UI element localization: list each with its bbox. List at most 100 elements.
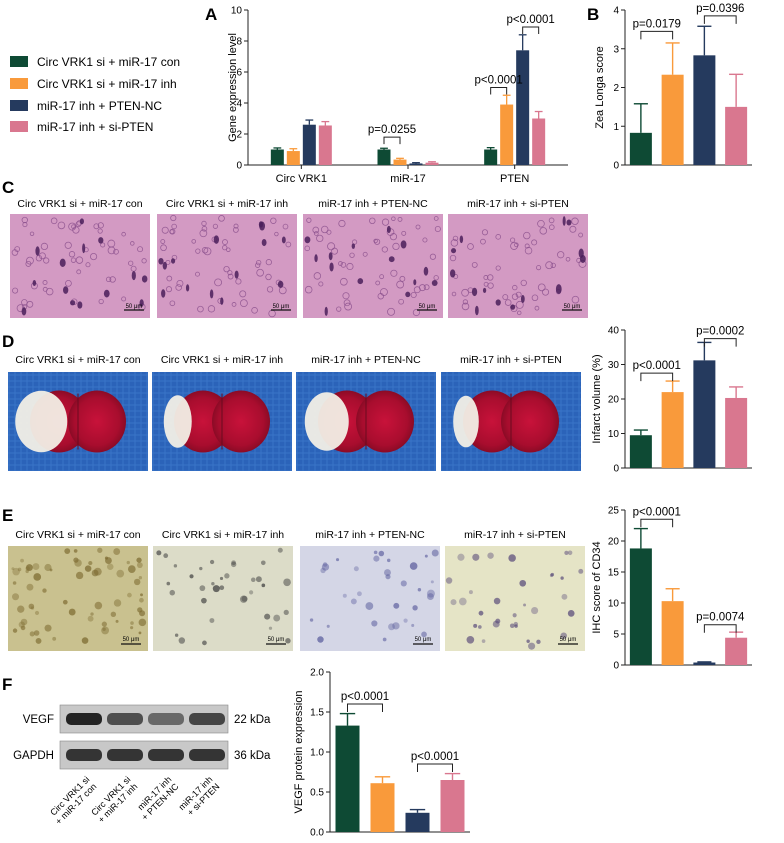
cell-nucleus xyxy=(97,222,104,229)
dark-cell xyxy=(324,306,328,316)
cell-nucleus xyxy=(25,260,32,267)
cell-nucleus xyxy=(212,223,218,229)
cell-nucleus xyxy=(161,226,169,234)
scale-bar-label: 50 μm xyxy=(564,304,581,310)
stained-cell xyxy=(12,593,20,601)
cell-nucleus xyxy=(222,245,228,251)
p-value-label: p<0.0001 xyxy=(411,751,459,763)
cell-nucleus xyxy=(26,256,34,265)
image-caption: Circ VRK1 si + miR-17 con xyxy=(15,529,140,541)
stained-cell xyxy=(62,599,68,605)
cell-nucleus xyxy=(169,300,176,307)
stained-cell xyxy=(209,559,215,565)
stained-cell xyxy=(309,618,314,622)
dark-cell xyxy=(413,279,417,286)
stained-cell xyxy=(373,555,380,562)
stained-cell xyxy=(94,601,103,610)
stained-cell xyxy=(388,623,395,631)
significance-bracket xyxy=(703,624,737,633)
cell-nucleus xyxy=(422,237,428,243)
cell-nucleus xyxy=(195,271,200,277)
x-tick-label: miR-17 xyxy=(390,173,425,185)
stained-cell xyxy=(202,640,207,646)
cell-nucleus xyxy=(274,231,279,237)
y-tick-label: 10 xyxy=(231,6,243,17)
cell-nucleus xyxy=(214,278,223,287)
lane-label: Circ VRK1 si+ miR-17 con xyxy=(46,774,98,826)
bar xyxy=(725,106,748,165)
cell-nucleus xyxy=(203,247,212,256)
stained-cell xyxy=(224,573,230,579)
y-axis-label: Gene expression level xyxy=(227,33,239,142)
stained-cell xyxy=(450,599,457,606)
stained-cell xyxy=(49,568,53,572)
stained-cell xyxy=(393,602,400,609)
significance-bracket xyxy=(522,26,540,35)
stained-cell xyxy=(139,597,144,603)
brain-hemisphere-right xyxy=(212,390,270,453)
stained-cell xyxy=(126,560,130,565)
stained-cell xyxy=(42,588,47,593)
cell-nucleus xyxy=(509,237,516,243)
significance-bracket xyxy=(703,15,737,24)
stained-cell xyxy=(385,574,391,580)
stained-cell xyxy=(169,589,176,596)
protein-label: VEGF xyxy=(23,714,54,726)
stained-cell xyxy=(20,618,28,626)
cell-nucleus xyxy=(379,288,388,296)
y-tick-label: 15 xyxy=(608,568,620,579)
cell-nucleus xyxy=(514,242,519,248)
cell-nucleus xyxy=(57,221,66,230)
dark-cell xyxy=(139,299,144,307)
y-tick-label: 10 xyxy=(608,599,620,610)
cell-nucleus xyxy=(571,295,580,304)
cell-nucleus xyxy=(550,262,556,268)
dark-cell xyxy=(70,300,76,306)
stained-cell xyxy=(495,618,501,624)
stained-cell xyxy=(321,563,330,571)
stained-cell xyxy=(68,608,76,616)
bar xyxy=(725,397,748,468)
bar xyxy=(409,163,423,165)
cell-nucleus xyxy=(524,243,530,249)
significance-bracket xyxy=(640,30,674,40)
cell-nucleus xyxy=(401,230,407,236)
stained-cell xyxy=(102,627,106,631)
cell-nucleus xyxy=(410,291,417,299)
stained-cell xyxy=(371,620,378,627)
legend-swatch xyxy=(10,100,28,111)
stained-cell xyxy=(104,556,108,560)
stained-cell xyxy=(561,593,568,600)
stained-cell xyxy=(75,571,84,580)
stained-cell xyxy=(140,593,143,597)
cell-nucleus xyxy=(381,246,388,253)
dark-cell xyxy=(304,236,311,244)
stained-cell xyxy=(430,580,434,584)
dark-cell xyxy=(261,238,267,247)
cell-nucleus xyxy=(545,261,554,270)
cell-nucleus xyxy=(523,231,531,240)
stained-cell xyxy=(101,626,110,635)
dark-cell xyxy=(158,257,164,265)
cell-nucleus xyxy=(316,234,324,243)
dark-cell xyxy=(357,278,364,285)
cell-nucleus xyxy=(43,257,50,264)
y-axis-label: IHC score of CD34 xyxy=(591,541,603,633)
cell-nucleus xyxy=(251,307,258,314)
stained-cell xyxy=(230,561,237,568)
bar xyxy=(377,149,391,165)
stained-cell xyxy=(178,637,186,644)
cell-nucleus xyxy=(549,224,555,230)
stained-cell xyxy=(549,573,554,578)
cell-nucleus xyxy=(45,287,54,296)
stained-cell xyxy=(173,564,178,568)
stained-cell xyxy=(353,566,359,572)
cell-nucleus xyxy=(207,305,216,313)
cell-nucleus xyxy=(93,223,100,230)
stained-cell xyxy=(29,631,35,637)
significance-bracket xyxy=(490,87,508,95)
bar xyxy=(370,783,395,832)
cell-nucleus xyxy=(429,253,437,260)
stained-cell xyxy=(268,626,273,630)
cell-nucleus xyxy=(90,253,98,261)
